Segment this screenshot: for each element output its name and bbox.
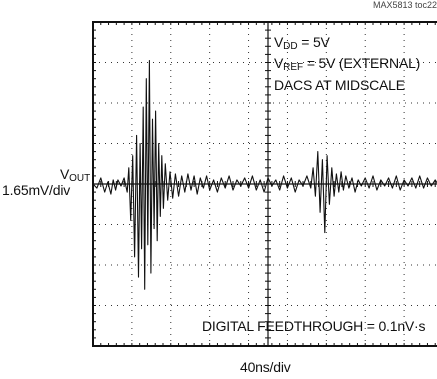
annotation-vdd: VDD = 5V <box>274 34 330 52</box>
x-axis-scale: 40ns/div <box>240 359 291 375</box>
annotation-dacs: DACS AT MIDSCALE <box>274 77 405 93</box>
annotation-vdd-prefix: V <box>274 34 284 50</box>
trace-line <box>92 59 437 290</box>
annotation-vdd-sub: DD <box>283 41 298 52</box>
annotation-vdd-suffix: = 5V <box>297 34 330 50</box>
annotation-feedthrough: DIGITAL FEEDTHROUGH = 0.1nV·s <box>202 318 426 334</box>
annotation-vref: VREF = 5V (EXTERNAL) <box>274 55 420 73</box>
part-number: MAX5813 toc22 <box>373 0 437 10</box>
y-axis-label-prefix: V <box>60 166 70 182</box>
annotation-vref-suffix: = 5V (EXTERNAL) <box>303 55 421 71</box>
annotation-vref-prefix: V <box>274 55 284 71</box>
annotation-vref-sub: REF <box>283 62 304 73</box>
y-axis-label: VOUT <box>60 166 90 184</box>
y-axis-scale: 1.65mV/div <box>2 182 71 198</box>
y-axis-label-sub: OUT <box>69 173 91 184</box>
